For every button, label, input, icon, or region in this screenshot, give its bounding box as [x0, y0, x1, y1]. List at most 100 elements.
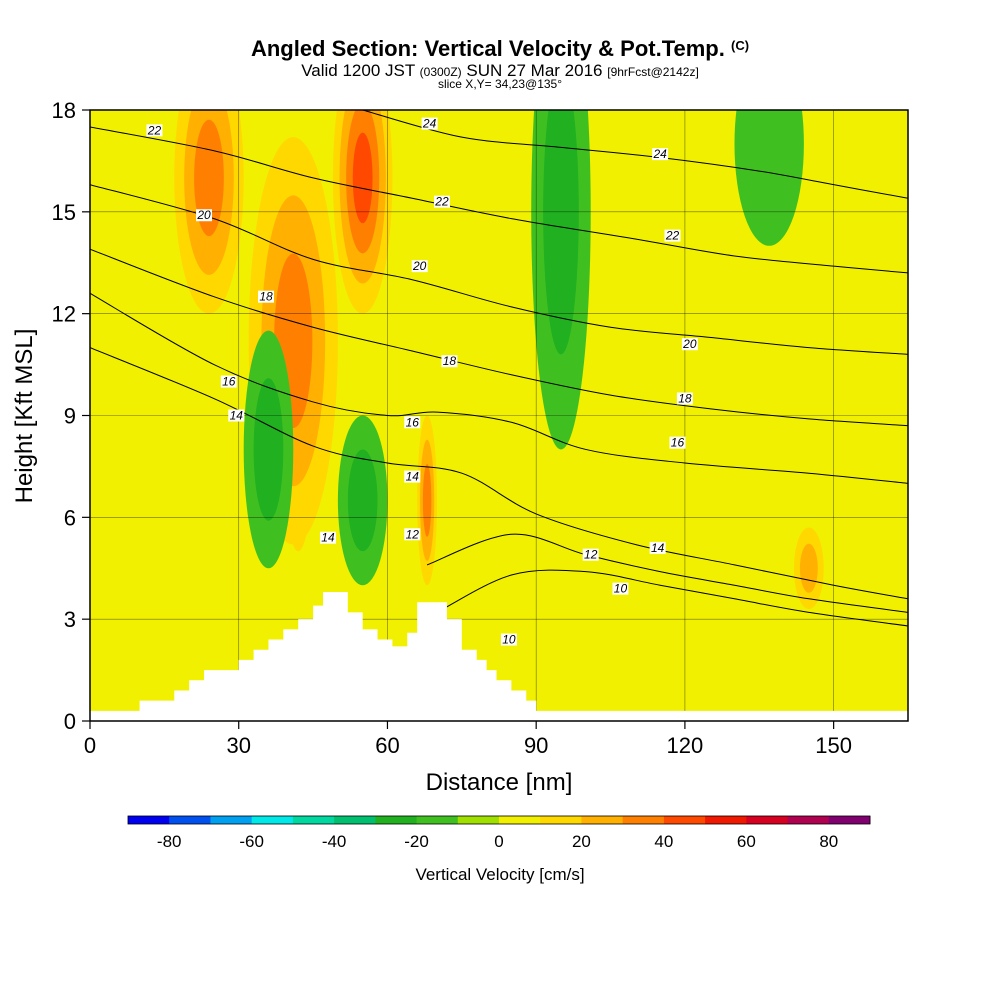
- colorbar-swatch: [746, 816, 789, 824]
- isotherm-label-text: 12: [584, 548, 598, 562]
- isotherm-label-text: 22: [147, 123, 162, 137]
- colorbar-swatch: [169, 816, 211, 824]
- isotherm-label-bg: [433, 195, 450, 208]
- isotherm-10: [436, 569, 908, 627]
- isotherm-label-16-1: 16: [404, 415, 421, 429]
- isotherm-label-text: 10: [614, 582, 628, 596]
- isotherm-label-20-1: 20: [411, 259, 428, 273]
- colorbar-swatch: [210, 816, 253, 824]
- isotherm-label-bg: [649, 541, 666, 554]
- isotherm-18: [90, 248, 908, 427]
- y-axis-label: Height [Kft MSL]: [11, 329, 38, 504]
- isotherm-20: [90, 184, 908, 355]
- colorbar-tick-label: -40: [322, 832, 347, 851]
- isotherm-label-22-1: 22: [433, 195, 450, 209]
- isotherm-label-18-1: 18: [441, 354, 458, 368]
- isotherm-label-bg: [669, 436, 686, 449]
- isotherm-label-14-3: 14: [649, 541, 666, 555]
- y-tick-label: 0: [64, 709, 76, 734]
- isotherm-label-text: 14: [230, 409, 244, 423]
- colorbar-tick-label: 80: [819, 832, 838, 851]
- isotherm-label-bg: [228, 409, 245, 422]
- colorbar-tick-label: 40: [654, 832, 673, 851]
- isotherm-label-text: 18: [678, 392, 692, 406]
- colorbar-swatch: [828, 816, 871, 824]
- colorbar: -80 -60 -40 -20 0 20 40 60 80: [127, 815, 871, 851]
- velocity-contour-2-3: [352, 132, 373, 224]
- isotherm-label-16-0: 16: [220, 375, 237, 389]
- isotherm-12: [426, 533, 908, 613]
- isotherm-label-24-1: 24: [652, 147, 669, 161]
- isotherm-label-bg: [404, 470, 421, 483]
- colorbar-swatch: [663, 816, 706, 824]
- y-tick-label: 12: [52, 302, 76, 327]
- isotherm-label-bg: [146, 124, 163, 137]
- colorbar-swatch: [292, 816, 335, 824]
- isotherm-14: [90, 347, 908, 600]
- isotherm-label-text: 22: [665, 229, 680, 243]
- isotherm-label-10-1: 10: [612, 582, 629, 596]
- isotherm-label-bg: [257, 290, 274, 303]
- isotherm-label-18-0: 18: [257, 290, 274, 304]
- chart-subtitle: Valid 1200 JST (0300Z) SUN 27 Mar 2016 […: [0, 61, 1000, 81]
- isotherm-label-14-2: 14: [404, 470, 421, 484]
- valid-date: SUN 27 Mar 2016: [466, 61, 603, 80]
- isotherm-label-12-1: 12: [582, 548, 599, 562]
- isotherm-label-text: 10: [502, 633, 516, 647]
- isotherm-label-bg: [220, 375, 237, 388]
- colorbar-swatch: [622, 816, 665, 824]
- x-axis-label: Distance [nm]: [426, 769, 573, 796]
- isotherm-label-bg: [421, 117, 438, 130]
- isotherm-label-text: 20: [412, 259, 427, 273]
- colorbar-swatch: [787, 816, 830, 824]
- axes: 0 30 60 90 120 150 0 3 6 9 12 15 18: [52, 98, 852, 758]
- velocity-contour-6-1: [543, 110, 579, 355]
- colorbar-tick-label: 0: [494, 832, 503, 851]
- valid-time-utc: (0300Z): [419, 65, 462, 79]
- colorbar-tick-label: 60: [737, 832, 756, 851]
- grid-lines: [90, 110, 908, 721]
- isotherm-label-bg: [612, 582, 629, 595]
- y-tick-label: 15: [52, 200, 76, 225]
- isotherm-label-bg: [404, 416, 421, 429]
- isotherm-labels: 10 10 12 12 14 14 14 14 16 16 16 18 18 18 20 20 20 22 22 22…: [146, 117, 698, 647]
- isotherm-label-text: 24: [422, 117, 437, 131]
- isotherm-label-text: 18: [443, 354, 457, 368]
- colorbar-swatch: [334, 816, 376, 824]
- colorbar-swatch: [540, 816, 582, 824]
- terrain: [90, 592, 908, 721]
- colorbar-tick-label: -60: [239, 832, 264, 851]
- isotherm-label-text: 18: [259, 290, 273, 304]
- colorbar-swatch: [581, 816, 624, 824]
- valid-time: Valid 1200 JST: [301, 61, 415, 80]
- x-tick-label: 90: [524, 733, 548, 758]
- velocity-contour-7-1: [253, 378, 284, 521]
- isotherm-label-20-2: 20: [681, 337, 698, 351]
- y-tick-label: 9: [64, 404, 76, 429]
- isotherm-label-bg: [319, 531, 336, 544]
- colorbar-tick-label: 20: [572, 832, 591, 851]
- colorbar-swatch: [499, 816, 541, 824]
- isotherm-label-bg: [582, 548, 599, 561]
- isotherm-label-14-0: 14: [228, 409, 245, 423]
- isotherm-label-bg: [652, 148, 669, 161]
- isotherm-label-22-2: 22: [664, 229, 681, 243]
- isotherm-label-text: 20: [196, 208, 211, 222]
- isotherm-label-bg: [441, 355, 458, 368]
- y-tick-label: 18: [52, 98, 76, 123]
- isotherm-label-text: 12: [406, 527, 420, 541]
- vertical-velocity-field: [90, 110, 908, 721]
- colorbar-swatch: [128, 816, 170, 824]
- forecast-info: [9hrFcst@2142z]: [607, 65, 699, 79]
- chart-title-unit: (C): [731, 38, 750, 53]
- isotherm-label-bg: [681, 338, 698, 351]
- velocity-contour-4-2: [422, 463, 432, 537]
- velocity-contour-9-0: [734, 110, 804, 246]
- isotherm-label-text: 20: [682, 337, 697, 351]
- x-tick-label: 120: [667, 733, 704, 758]
- isotherm-label-bg: [664, 229, 681, 242]
- velocity-contour-3-2: [194, 119, 224, 237]
- isotherms: [90, 110, 908, 627]
- y-tick-label: 6: [64, 505, 76, 530]
- isotherm-label-text: 16: [222, 375, 236, 389]
